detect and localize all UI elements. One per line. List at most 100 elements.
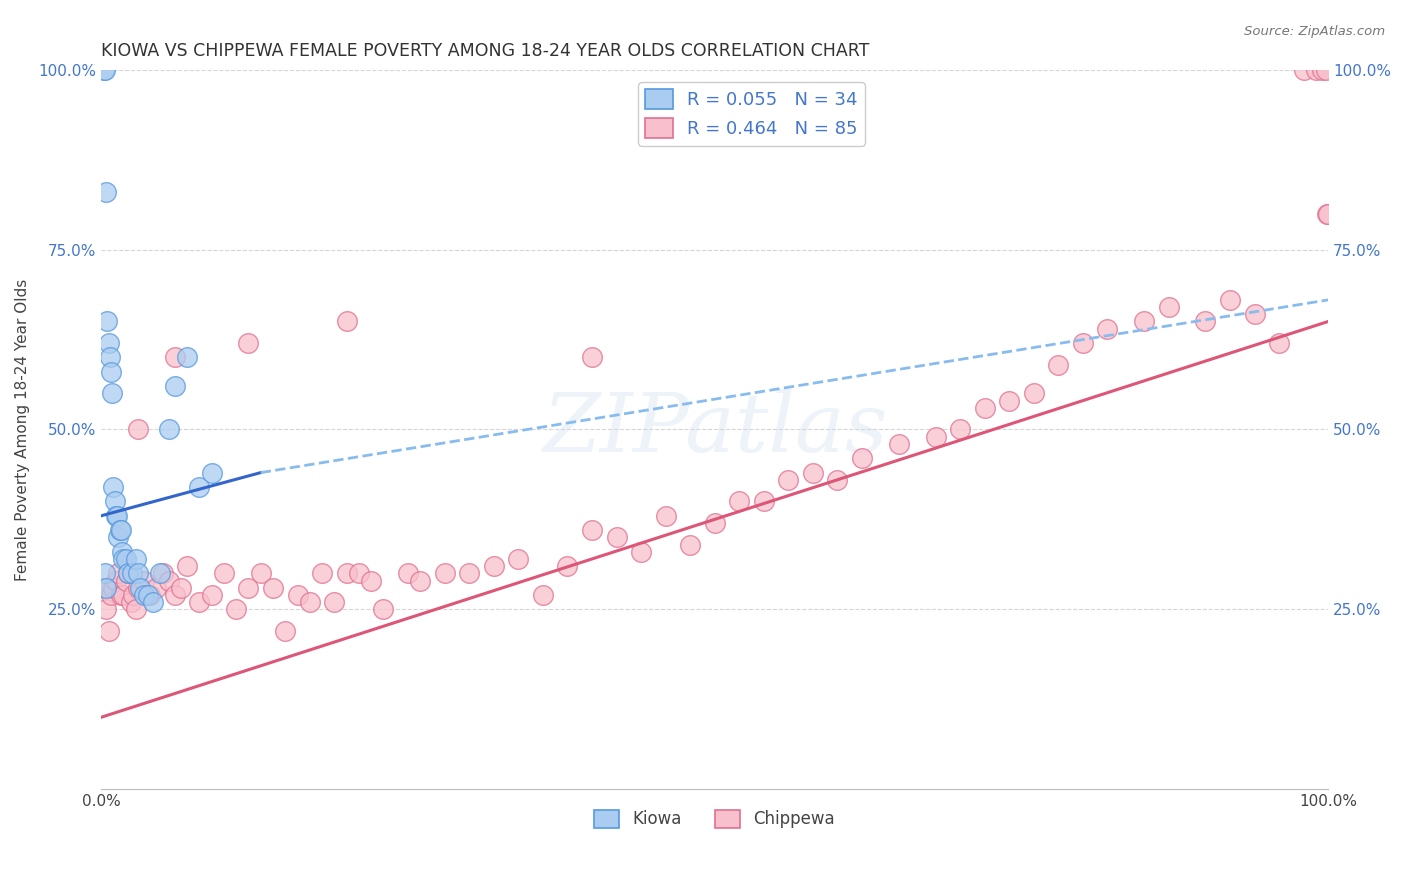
Point	[1194, 314, 1216, 328]
Point	[973, 401, 995, 415]
Point	[163, 588, 186, 602]
Point	[104, 494, 127, 508]
Point	[163, 379, 186, 393]
Point	[347, 566, 370, 581]
Point	[94, 566, 117, 581]
Point	[94, 62, 117, 77]
Point	[249, 566, 271, 581]
Point	[458, 566, 481, 581]
Point	[238, 336, 260, 351]
Point	[108, 523, 131, 537]
Point	[1305, 62, 1327, 77]
Point	[1219, 293, 1241, 307]
Point	[117, 566, 139, 581]
Point	[998, 393, 1021, 408]
Point	[557, 559, 579, 574]
Point	[120, 595, 142, 609]
Point	[531, 588, 554, 602]
Point	[149, 566, 172, 581]
Point	[287, 588, 309, 602]
Point	[1133, 314, 1156, 328]
Point	[1022, 386, 1045, 401]
Point	[581, 523, 603, 537]
Point	[94, 602, 117, 616]
Point	[176, 559, 198, 574]
Point	[124, 602, 146, 616]
Point	[170, 581, 193, 595]
Point	[163, 351, 186, 365]
Point	[122, 588, 145, 602]
Point	[157, 422, 180, 436]
Point	[851, 451, 873, 466]
Point	[127, 581, 149, 595]
Point	[201, 466, 224, 480]
Point	[1317, 206, 1340, 220]
Point	[139, 588, 162, 602]
Point	[201, 588, 224, 602]
Point	[801, 466, 824, 480]
Point	[311, 566, 333, 581]
Point	[114, 552, 136, 566]
Point	[1292, 62, 1315, 77]
Point	[97, 624, 120, 638]
Point	[188, 480, 211, 494]
Y-axis label: Female Poverty Among 18-24 Year Olds: Female Poverty Among 18-24 Year Olds	[15, 278, 30, 581]
Point	[827, 473, 849, 487]
Point	[238, 581, 260, 595]
Point	[1315, 62, 1337, 77]
Text: Source: ZipAtlas.com: Source: ZipAtlas.com	[1244, 25, 1385, 38]
Point	[107, 566, 129, 581]
Point	[117, 566, 139, 581]
Point	[145, 581, 167, 595]
Point	[134, 574, 156, 588]
Point	[274, 624, 297, 638]
Point	[94, 185, 117, 199]
Point	[97, 336, 120, 351]
Point	[336, 314, 359, 328]
Point	[373, 602, 395, 616]
Point	[225, 602, 247, 616]
Point	[482, 559, 505, 574]
Point	[778, 473, 800, 487]
Point	[127, 566, 149, 581]
Point	[298, 595, 321, 609]
Point	[152, 566, 174, 581]
Point	[1157, 300, 1180, 314]
Point	[887, 437, 910, 451]
Point	[1243, 307, 1265, 321]
Point	[114, 574, 136, 588]
Point	[101, 386, 124, 401]
Point	[157, 574, 180, 588]
Point	[508, 552, 530, 566]
Point	[110, 588, 132, 602]
Point	[98, 351, 121, 365]
Point	[703, 516, 725, 530]
Point	[924, 429, 946, 443]
Point	[134, 588, 156, 602]
Point	[1268, 336, 1291, 351]
Point	[93, 581, 115, 595]
Point	[752, 494, 775, 508]
Point	[111, 545, 134, 559]
Point	[323, 595, 346, 609]
Point	[360, 574, 382, 588]
Text: KIOWA VS CHIPPEWA FEMALE POVERTY AMONG 18-24 YEAR OLDS CORRELATION CHART: KIOWA VS CHIPPEWA FEMALE POVERTY AMONG 1…	[101, 42, 869, 60]
Point	[107, 530, 129, 544]
Point	[336, 566, 359, 581]
Point	[104, 508, 127, 523]
Point	[1097, 321, 1119, 335]
Text: ZIPatlas: ZIPatlas	[541, 390, 887, 469]
Point	[136, 588, 159, 602]
Point	[112, 588, 135, 602]
Point	[433, 566, 456, 581]
Point	[112, 552, 135, 566]
Point	[94, 581, 117, 595]
Point	[127, 422, 149, 436]
Point	[396, 566, 419, 581]
Point	[262, 581, 284, 595]
Point	[728, 494, 751, 508]
Point	[96, 314, 118, 328]
Point	[188, 595, 211, 609]
Point	[103, 581, 125, 595]
Point	[409, 574, 432, 588]
